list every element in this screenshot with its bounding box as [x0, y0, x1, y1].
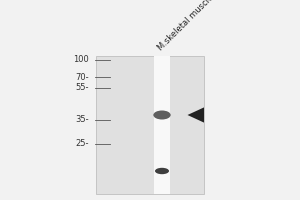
Ellipse shape [155, 168, 169, 174]
Bar [96, 56, 204, 194]
Ellipse shape [153, 110, 171, 119]
Text: 55-: 55- [75, 83, 88, 92]
Text: 70-: 70- [75, 72, 88, 82]
Text: M.skeletal muscle: M.skeletal muscle [156, 0, 215, 52]
Text: 25-: 25- [75, 140, 88, 148]
Polygon shape [188, 107, 204, 123]
Bar [154, 56, 170, 194]
Text: 100: 100 [73, 55, 88, 64]
Text: 35-: 35- [75, 116, 88, 124]
